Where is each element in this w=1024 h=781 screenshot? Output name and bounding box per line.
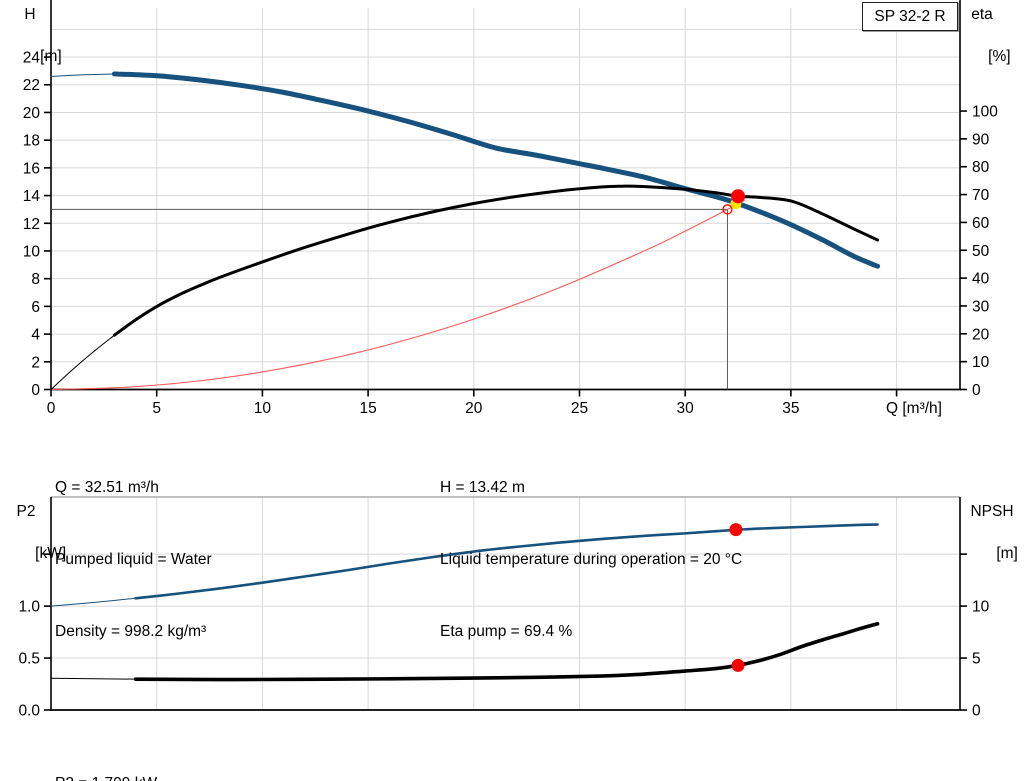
npsh-axis-unit: [m]: [996, 545, 1018, 562]
right-axis-tick-label: 5: [972, 651, 981, 668]
efficiency-curve: [112, 184, 880, 337]
right-axis-tick-label: 40: [972, 271, 990, 288]
p2-axis-symbol: P2: [16, 503, 36, 520]
pump-model-label: SP 32-2 R: [874, 7, 946, 25]
left-axis-tick-label: 1.0: [18, 599, 40, 616]
annotation-pumped-liquid: Pumped liquid = Water: [55, 551, 212, 568]
flow-axis-title: Q [m³/h]: [886, 400, 942, 417]
p2-axis-unit: [kW]: [35, 545, 67, 562]
npsh-axis-symbol: NPSH: [970, 503, 1014, 520]
top-right-axis-title: eta [%]: [958, 4, 1010, 67]
x-axis-tick-label: 30: [677, 400, 695, 417]
head-curve-thin-start: [50, 73, 115, 77]
npsh-curve-thin-start: [50, 677, 137, 680]
left-axis-tick-label: 4: [31, 327, 40, 344]
right-axis-tick-label: 80: [972, 159, 990, 176]
h-axis-symbol: H: [24, 6, 36, 23]
rated-point-circle: [722, 204, 733, 215]
duty-point-eta: [731, 189, 746, 204]
right-axis-tick-label: 60: [972, 215, 990, 232]
x-axis-tick-label: 35: [782, 400, 799, 417]
x-axis-tick-label: 0: [47, 400, 56, 417]
efficiency-curve-thin-start: [50, 334, 115, 390]
left-axis-tick-label: 14: [23, 188, 41, 205]
annotation-eta-pump: Eta pump = 69.4 %: [440, 623, 573, 640]
x-axis-tick-label: 5: [152, 400, 161, 417]
annotation-p2: P2 = 1.709 kW: [55, 772, 163, 781]
eta-axis-unit: [%]: [988, 48, 1011, 65]
bottom-right-axis-title: NPSH [m]: [964, 501, 1020, 564]
x-axis-tick-label: 10: [254, 400, 272, 417]
annotation-head: H = 13.42 m: [440, 479, 525, 496]
left-axis-tick-label: 16: [23, 160, 40, 177]
left-axis-tick-label: 10: [23, 243, 41, 260]
left-axis-tick-label: 22: [23, 77, 40, 94]
annotation-flow: Q = 32.51 m³/h: [55, 479, 159, 496]
head-curve: [111, 71, 881, 269]
duty-point-npsh: [731, 658, 745, 672]
left-axis-tick-label: 20: [23, 105, 41, 122]
duty-annotations-bottom: P2 = 1.709 kW NPSH = 4.29 m: [55, 724, 163, 781]
eta-axis-symbol: eta: [971, 6, 993, 23]
left-axis-tick-label: 24: [23, 50, 41, 67]
right-axis-tick-label: 0: [972, 703, 981, 720]
left-axis-tick-label: 12: [23, 216, 40, 233]
duty-point-p2: [729, 523, 743, 537]
pump-model-box: SP 32-2 R: [862, 2, 958, 31]
right-axis-tick-label: 70: [972, 187, 990, 204]
right-axis-tick-label: 10: [972, 599, 990, 616]
left-axis-tick-label: 8: [31, 271, 40, 288]
left-axis-tick-label: 6: [31, 299, 40, 316]
duty-annotations-right: H = 13.42 m Liquid temperature during op…: [440, 428, 742, 692]
left-axis-tick-label: 0.0: [18, 703, 40, 720]
p2-curve: [134, 523, 879, 600]
x-axis-tick-label: 25: [571, 400, 588, 417]
right-axis-tick-label: 30: [972, 298, 990, 315]
left-axis-tick-label: 0.5: [18, 651, 40, 668]
x-axis-tick-label: 15: [359, 400, 376, 417]
right-axis-tick-label: 20: [972, 326, 990, 343]
right-axis-tick-label: 90: [972, 131, 990, 148]
x-axis-tick-label: 20: [465, 400, 483, 417]
system-curve: [50, 199, 745, 391]
right-axis-tick-label: 50: [972, 243, 990, 260]
right-axis-tick-label: 0: [972, 382, 981, 399]
p2-curve-thin-start: [50, 597, 137, 607]
annotation-liquid-temperature: Liquid temperature during operation = 20…: [440, 551, 743, 568]
h-axis-unit: [m]: [40, 48, 62, 65]
top-left-axis-title: H [m]: [10, 4, 61, 67]
right-axis-tick-label: 100: [972, 104, 998, 121]
left-axis-tick-label: 2: [31, 354, 40, 371]
bottom-left-axis-title: P2 [kW]: [5, 501, 67, 564]
right-axis-tick-label: 10: [972, 354, 990, 371]
left-axis-tick-label: 18: [23, 133, 40, 150]
npsh-curve: [133, 621, 880, 682]
duty-annotations-left: Q = 32.51 m³/h Pumped liquid = Water Den…: [55, 428, 212, 692]
left-axis-tick-label: 0: [31, 382, 40, 399]
annotation-density: Density = 998.2 kg/m³: [55, 623, 207, 640]
